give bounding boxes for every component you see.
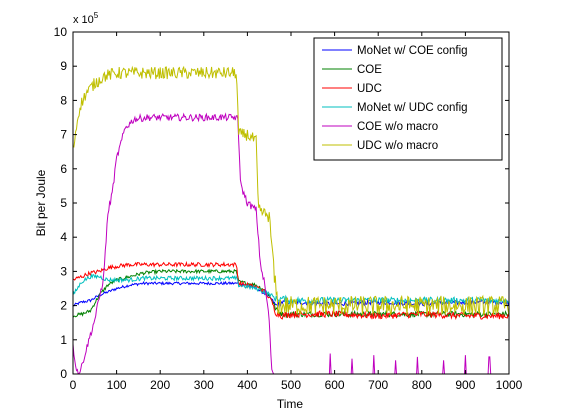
- x-tick-label: 400: [237, 378, 257, 392]
- x-axis-label: Time: [277, 397, 304, 411]
- x-tick-label: 900: [455, 378, 475, 392]
- x-tick-label: 100: [107, 378, 127, 392]
- y-tick-label: 5: [60, 196, 67, 210]
- x-tick-label: 700: [368, 378, 388, 392]
- x-tick-label: 300: [194, 378, 214, 392]
- x-tick-label: 0: [70, 378, 77, 392]
- series-line-5: [73, 65, 509, 316]
- y-tick-label: 6: [60, 162, 67, 176]
- x-axis: 0 100 200 300 400 500 600 700 800 900 1000: [70, 32, 523, 392]
- y-axis: 0 1 2 3 4 5 6 7 8 9 10: [54, 25, 509, 381]
- legend-label: UDC w/o macro: [357, 140, 438, 152]
- y-tick-label: 1: [60, 333, 67, 347]
- legend: MoNet w/ COE config COE UDC MoNet w/ UDC co…: [313, 37, 503, 161]
- legend-label: COE w/o macro: [357, 121, 438, 133]
- legend-label: MoNet w/ UDC config: [357, 102, 468, 114]
- y-tick-label: 3: [60, 264, 67, 278]
- y-tick-label: 9: [60, 59, 67, 73]
- y-tick-label: 7: [60, 128, 67, 142]
- y-axis-label: Bit per Joule: [34, 169, 48, 236]
- y-tick-label: 2: [60, 299, 67, 313]
- series-line-1: [73, 268, 509, 319]
- y-multiplier-label: x 105: [73, 11, 99, 26]
- x-tick-label: 600: [325, 378, 345, 392]
- legend-label: COE: [357, 64, 382, 76]
- y-tick-label: 8: [60, 93, 67, 107]
- x-tick-label: 1000: [496, 378, 523, 392]
- legend-label: UDC: [357, 83, 382, 95]
- x-tick-label: 200: [150, 378, 170, 392]
- legend-box: [313, 37, 503, 161]
- y-tick-label: 10: [54, 25, 68, 39]
- y-tick-label: 0: [60, 367, 67, 381]
- y-tick-label: 4: [60, 230, 67, 244]
- series-line-2: [73, 260, 509, 321]
- x-tick-label: 500: [281, 378, 301, 392]
- series-line-4: [73, 112, 509, 374]
- legend-label: MoNet w/ COE config: [357, 45, 468, 57]
- x-tick-label: 800: [412, 378, 432, 392]
- series-layer: [73, 65, 509, 374]
